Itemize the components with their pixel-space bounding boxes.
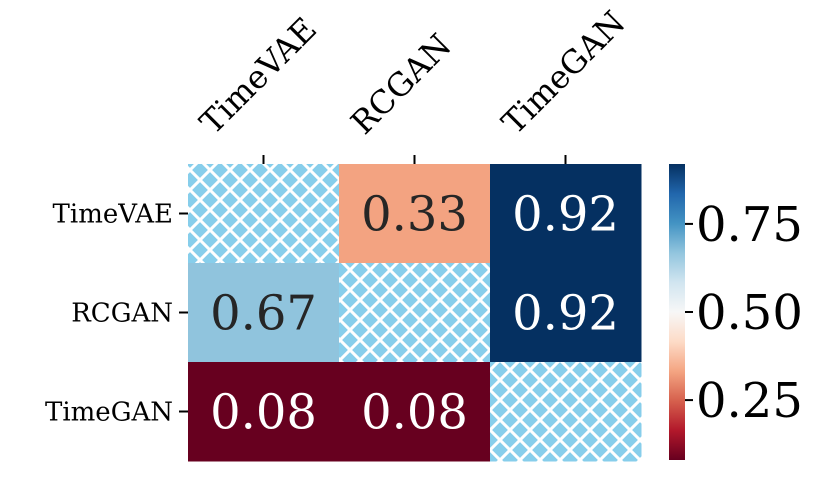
colorbar-tick-label: 0.75	[696, 197, 803, 253]
cell-value-label: 0.67	[210, 286, 317, 342]
heatmap-cell-0-2	[490, 164, 642, 264]
x-tick-label: RCGAN	[343, 26, 458, 141]
heatmap-cell-hatched-1-1	[339, 263, 491, 363]
x-axis: TimeVAE RCGAN TimeGAN	[192, 3, 633, 164]
y-tick-label: TimeVAE	[53, 200, 173, 230]
x-tick-label: TimeVAE	[192, 10, 324, 142]
colorbar-tick-label: 0.50	[696, 285, 803, 341]
y-tick-label: RCGAN	[71, 299, 173, 329]
heatmap-cell-1-2	[490, 263, 642, 363]
cell-value-label: 0.92	[512, 286, 619, 342]
x-tick-label: TimeGAN	[494, 3, 632, 141]
y-axis: TimeVAE RCGAN TimeGAN	[45, 200, 188, 428]
heatmap-cell-2-0	[188, 362, 340, 462]
heatmap-cell-0-1	[339, 164, 491, 264]
cell-value-label: 0.33	[361, 187, 468, 243]
colorbar: 0.25 0.50 0.75	[669, 164, 803, 460]
cell-value-label: 0.08	[210, 385, 317, 441]
cell-value-label: 0.08	[361, 385, 468, 441]
heatmap-cell-1-0	[188, 263, 340, 363]
colorbar-tick-label: 0.25	[696, 373, 803, 429]
y-tick-label: TimeGAN	[45, 398, 173, 428]
heatmap-cell-hatched-0-0	[188, 164, 340, 264]
colorbar-bar	[669, 164, 685, 460]
heatmap-cell-hatched-2-2	[490, 362, 642, 462]
cell-value-label: 0.92	[512, 187, 619, 243]
heatmap-cell-2-1	[339, 362, 491, 462]
heatmap-cells: 0.33 0.92 0.67 0.92 0.08 0.08	[188, 164, 642, 462]
